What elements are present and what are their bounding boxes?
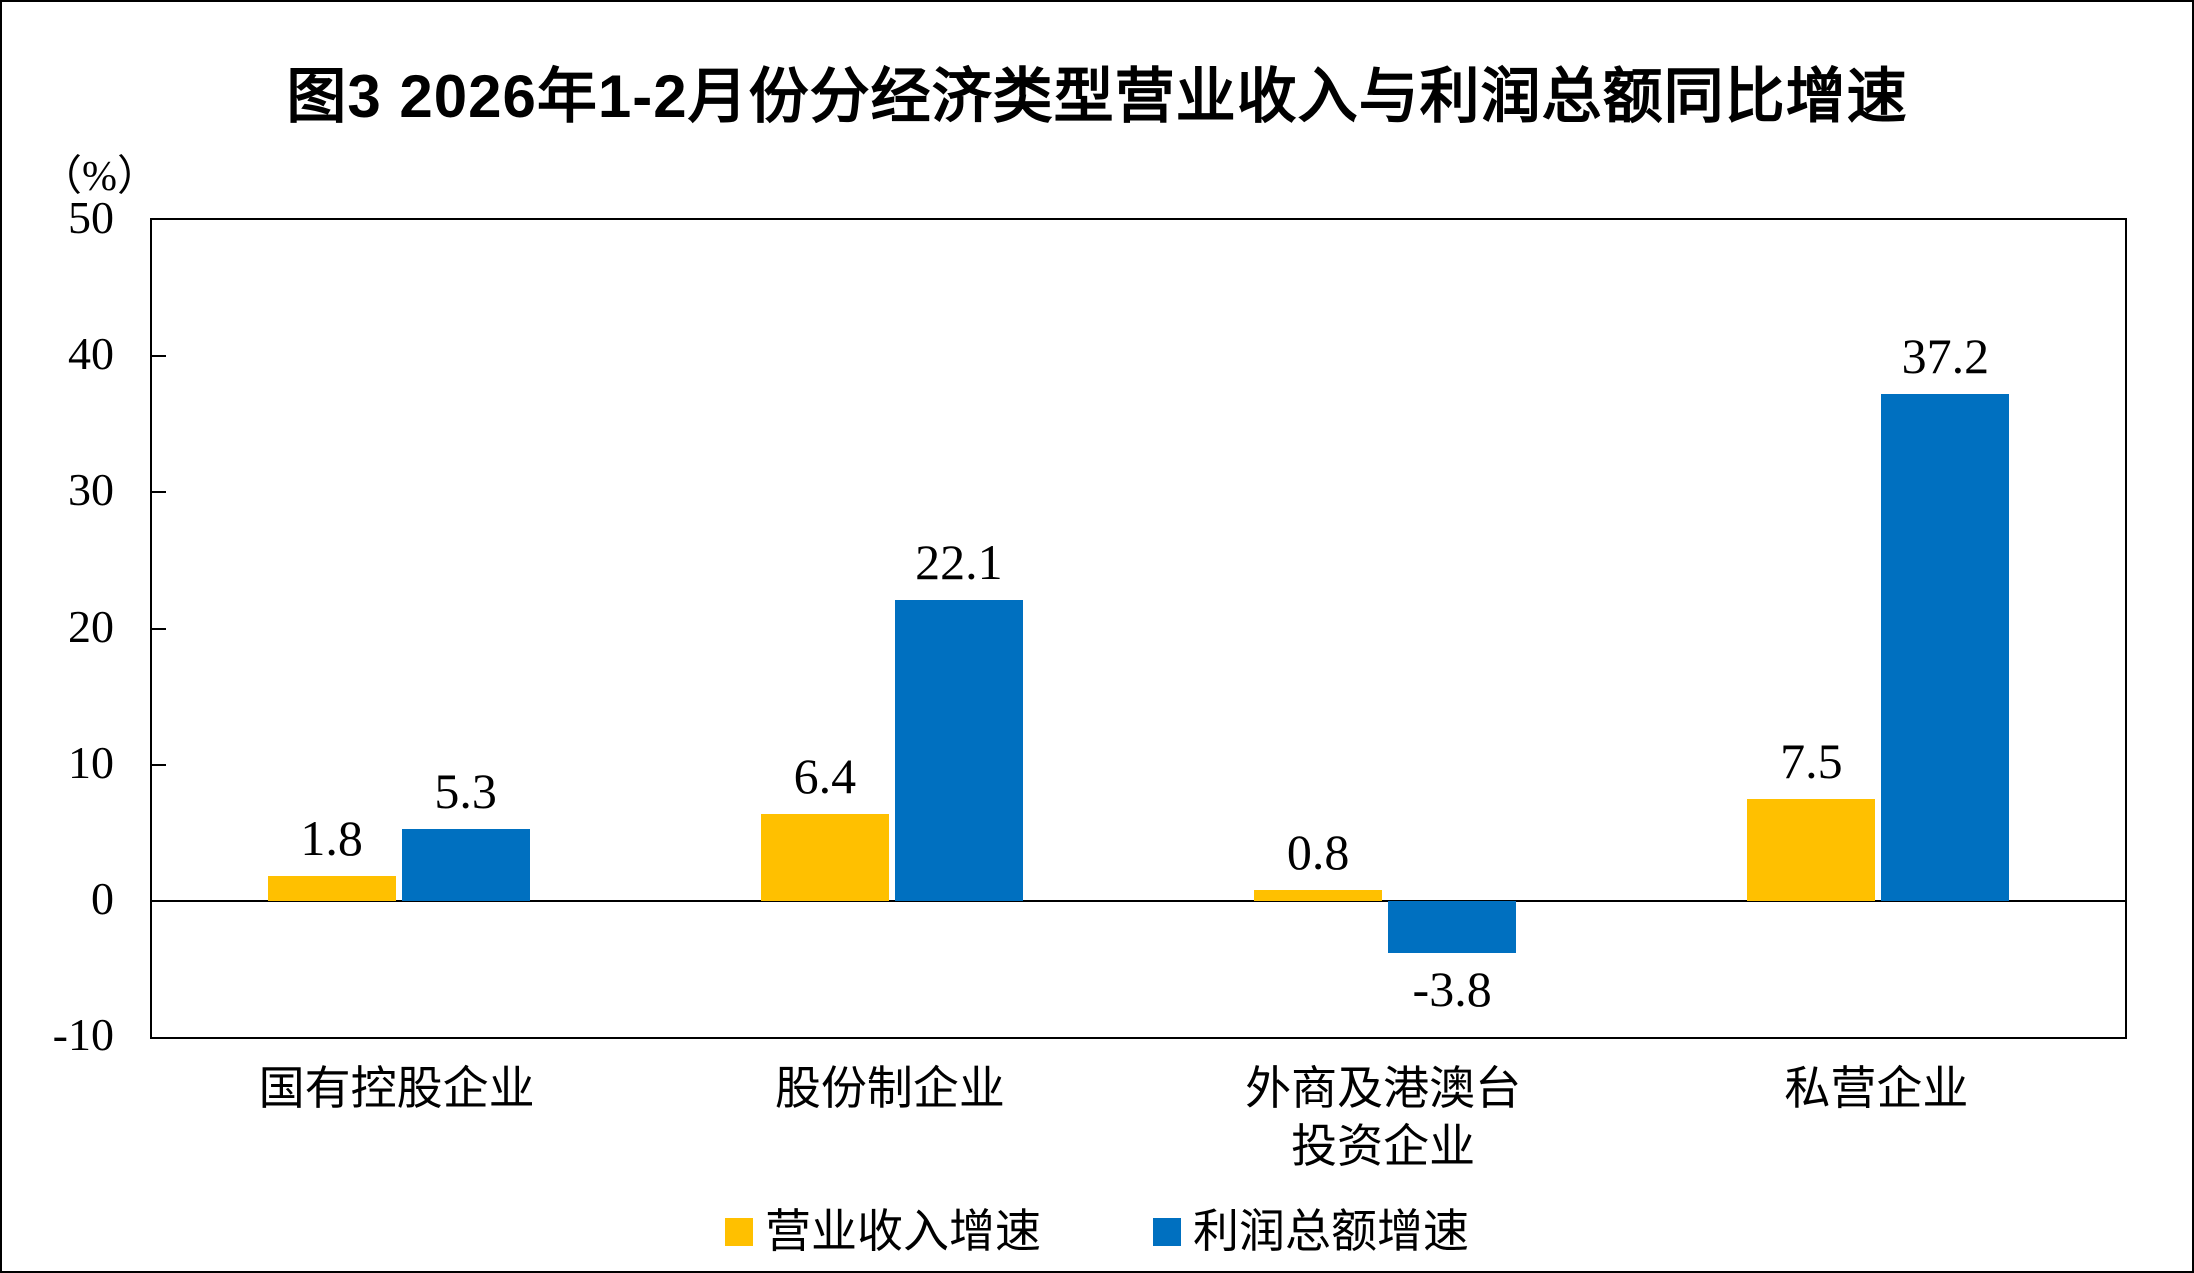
bar-value-label: 7.5	[1780, 732, 1843, 789]
plot-area: 1.8 6.4 0.8 7.5 5.3 22.1 -3.8 37.2	[150, 218, 2127, 1039]
y-tick-mark	[152, 355, 166, 358]
category-label: 国有控股企业	[258, 1063, 535, 1114]
bar-利润总额增速-国有控股企业	[401, 828, 530, 901]
y-tick-label: 30	[68, 464, 114, 516]
chart-title: 图3 2026年1-2月份分经济类型营业收入与利润总额同比增速	[286, 63, 1908, 130]
legend-item: 利润总额增速	[1153, 1204, 1469, 1260]
bar-营业收入增速-股份制企业	[760, 813, 889, 901]
bar-value-label: 22.1	[915, 533, 1003, 590]
bar-value-label: 0.8	[1286, 823, 1350, 880]
y-tick-mark	[152, 627, 166, 630]
category-label: 私营企业	[1784, 1063, 1969, 1114]
bar-利润总额增速-股份制企业	[894, 599, 1023, 901]
bar-value-label: -3.8	[1412, 960, 1492, 1017]
bar-value-label: 1.8	[300, 810, 363, 867]
y-tick-mark	[152, 491, 166, 494]
zero-gridline	[152, 899, 2125, 902]
bar-value-label: 6.4	[793, 747, 857, 804]
category-label: 股份制企业	[774, 1063, 1005, 1114]
legend-item: 营业收入增速	[725, 1204, 1041, 1260]
category-label: 外商及港澳台 投资企业	[1245, 1063, 1522, 1172]
bar-营业收入增速-外商及港澳台投资企业	[1254, 889, 1383, 901]
y-axis-unit-label: （%）	[40, 154, 159, 200]
y-tick-label: 20	[68, 600, 114, 652]
y-tick-label: 0	[91, 872, 114, 924]
y-tick-mark	[152, 763, 166, 766]
bar-营业收入增速-私营企业	[1747, 798, 1876, 901]
legend-label: 营业收入增速	[765, 1206, 1041, 1257]
legend-swatch-icon	[1153, 1218, 1181, 1246]
legend: 营业收入增速 利润总额增速	[2, 1204, 2192, 1260]
bar-营业收入增速-国有控股企业	[267, 876, 396, 901]
y-tick-label: 50	[68, 192, 114, 243]
bar-value-label: 5.3	[434, 762, 497, 819]
y-tick-label: 40	[68, 328, 114, 380]
legend-label: 利润总额增速	[1193, 1206, 1469, 1257]
y-tick-label: -10	[52, 1009, 114, 1060]
bar-利润总额增速-外商及港澳台投资企业	[1388, 900, 1517, 953]
legend-swatch-icon	[725, 1218, 753, 1246]
bar-利润总额增速-私营企业	[1881, 394, 2010, 901]
bar-value-label: 37.2	[1901, 328, 1990, 385]
y-tick-label: 10	[68, 736, 114, 788]
